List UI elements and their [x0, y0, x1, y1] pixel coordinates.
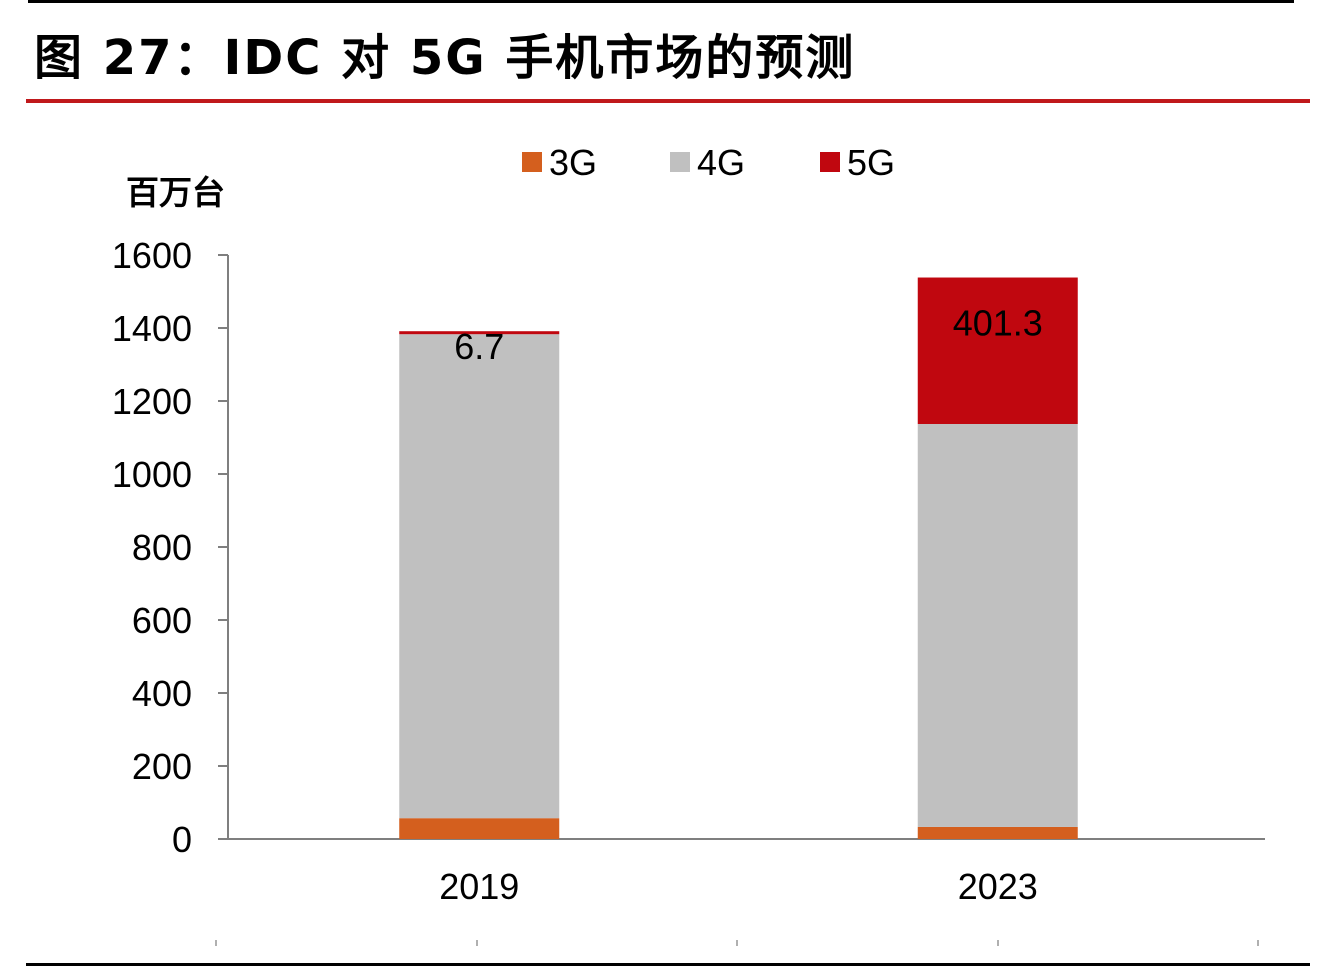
legend-swatch-3G: [522, 152, 542, 172]
y-tick-label: 1200: [112, 381, 192, 422]
chart-data-labels: 6.7 401.3: [454, 303, 1043, 367]
y-tick-label: 200: [132, 746, 192, 787]
bar-segment-5G-2019: [399, 331, 560, 335]
top-rule: [28, 0, 1294, 3]
y-tick-label: 1000: [112, 454, 192, 495]
figure-title: 图 27：IDC 对 5G 手机市场的预测: [34, 30, 856, 86]
legend-label-5G: 5G: [847, 142, 895, 183]
footer-mark: [1257, 940, 1259, 946]
bar-segment-4G-2023: [917, 423, 1078, 827]
footer-mark: [997, 940, 999, 946]
footer-mark: [736, 940, 738, 946]
chart-bars: [399, 277, 1078, 839]
y-tick-label: 1400: [112, 308, 192, 349]
chart-axes: 0 200 400 600 800 1000 1200 1400 1600 2019 2023: [112, 235, 1265, 907]
y-tick-label: 400: [132, 673, 192, 714]
chart-legend: 3G 4G 5G: [522, 142, 895, 183]
x-tick-label: 2019: [439, 866, 519, 907]
x-tick-label: 2023: [958, 866, 1038, 907]
legend-label-4G: 4G: [697, 142, 745, 183]
bar-segment-4G-2019: [399, 334, 560, 819]
y-axis-unit-label: 百万台: [126, 173, 225, 212]
bar-segment-3G-2023: [917, 826, 1078, 839]
footer-mark: [215, 940, 217, 946]
bar-segment-5G-2023: [917, 277, 1078, 424]
bottom-rule: [26, 963, 1310, 966]
footer-mark: [476, 940, 478, 946]
bar-segment-3G-2019: [399, 818, 560, 839]
y-tick-label: 0: [172, 819, 192, 860]
legend-label-3G: 3G: [549, 142, 597, 183]
y-tick-label: 800: [132, 527, 192, 568]
y-tick-label: 1600: [112, 235, 192, 276]
data-label-5G-2019: 6.7: [454, 326, 504, 367]
legend-swatch-4G: [670, 152, 690, 172]
title-rule: [26, 99, 1310, 103]
legend-swatch-5G: [820, 152, 840, 172]
y-tick-label: 600: [132, 600, 192, 641]
data-label-5G-2023: 401.3: [953, 303, 1043, 344]
